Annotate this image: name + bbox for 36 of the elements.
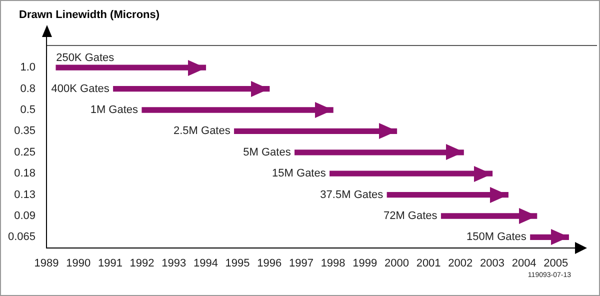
annotation: 150M Gates bbox=[466, 231, 527, 244]
x-tick-label: 1993 bbox=[162, 257, 186, 270]
annotation: 1M Gates bbox=[90, 104, 139, 116]
x-tick-label: 2001 bbox=[416, 257, 441, 270]
x-tick-label: 2004 bbox=[512, 257, 536, 270]
annotation: 400K Gates bbox=[51, 82, 110, 95]
x-tick-label: 1990 bbox=[66, 257, 91, 270]
y-tick-label: 0.35 bbox=[14, 125, 36, 138]
x-tick-label: 1991 bbox=[98, 257, 122, 270]
y-tick-label: 0.5 bbox=[20, 104, 36, 116]
y-tick-label: 0.065 bbox=[8, 231, 36, 244]
annotation: 72M Gates bbox=[383, 210, 438, 222]
x-tick-label: 2003 bbox=[480, 257, 504, 270]
x-tick-label: 1995 bbox=[225, 257, 250, 270]
y-tick-label: 0.18 bbox=[14, 168, 36, 180]
annotation: 2.5M Gates bbox=[174, 125, 231, 138]
annotation: 37.5M Gates bbox=[320, 188, 384, 201]
y-tick-label: 1.0 bbox=[20, 62, 36, 74]
y-tick-label: 0.8 bbox=[20, 82, 36, 95]
x-tick-label: 2005 bbox=[544, 257, 568, 270]
annotation: 5M Gates bbox=[243, 146, 292, 158]
y-axis-title: Drawn Linewidth (Microns) bbox=[19, 9, 160, 22]
y-tick-label: 0.13 bbox=[14, 188, 36, 201]
x-tick-label: 2000 bbox=[384, 257, 409, 270]
x-tick-label: 1998 bbox=[320, 257, 346, 270]
annotation: 250K Gates bbox=[56, 52, 115, 64]
x-tick-label: 1994 bbox=[193, 257, 218, 270]
annotation: 15M Gates bbox=[272, 168, 326, 180]
y-tick-label: 0.09 bbox=[14, 210, 36, 222]
x-tick-label: 1997 bbox=[288, 257, 314, 270]
x-tick-label: 1999 bbox=[352, 257, 378, 270]
y-tick-label: 0.25 bbox=[14, 146, 36, 158]
x-tick-label: 1996 bbox=[257, 257, 282, 270]
x-tick-label: 2002 bbox=[448, 257, 473, 270]
x-tick-label: 1989 bbox=[34, 257, 59, 270]
x-tick-label: 1992 bbox=[130, 257, 154, 270]
